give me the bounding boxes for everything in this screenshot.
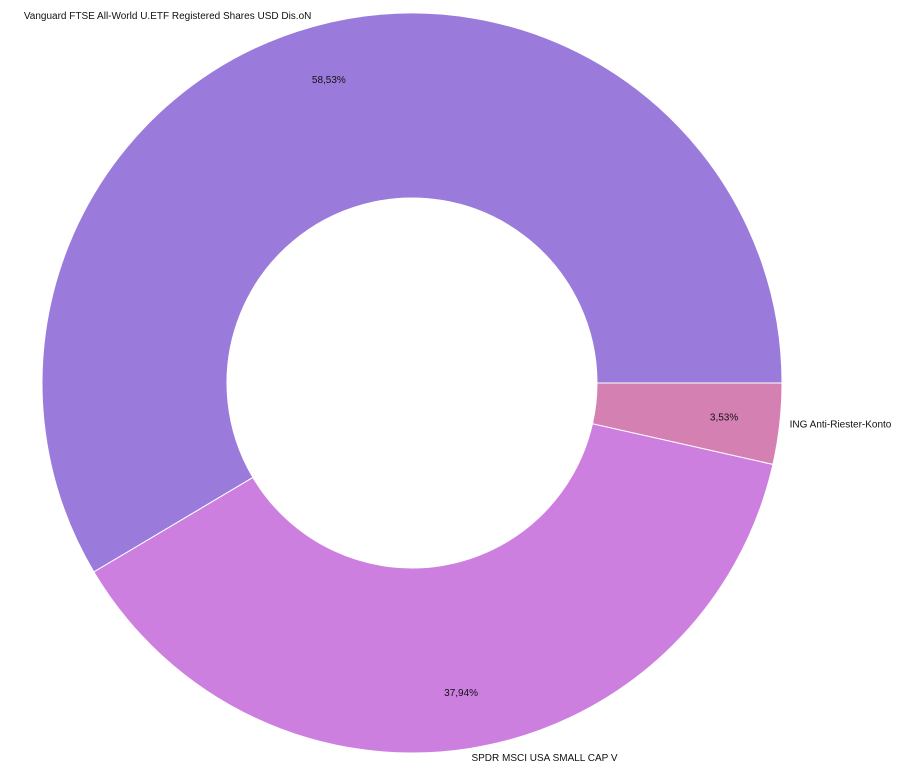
value-label: 58,53% <box>312 75 346 86</box>
slice <box>93 423 774 754</box>
value-label: 3,53% <box>710 412 738 423</box>
slice <box>41 12 783 573</box>
category-label: Vanguard FTSE All-World U.ETF Registered… <box>24 11 312 22</box>
category-label: ING Anti-Riester-Konto <box>790 420 892 431</box>
value-label: 37,94% <box>444 688 478 699</box>
slice <box>591 382 783 465</box>
category-label: SPDR MSCI USA SMALL CAP V <box>471 753 617 764</box>
